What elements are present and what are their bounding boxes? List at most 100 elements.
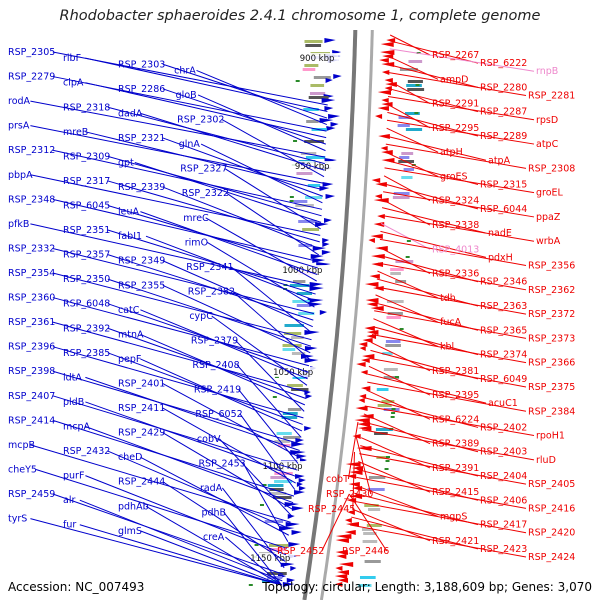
annotation-block: [366, 524, 382, 527]
reverse-gene-arrow: [371, 254, 385, 259]
gene-label-forward: ribF: [63, 53, 81, 64]
gene-label-reverse: RSP_2289: [480, 131, 527, 142]
gene-label-reverse: RSP_2324: [432, 196, 479, 207]
forward-gene-arrow: [322, 182, 334, 187]
gene-label-reverse: RSP_2421: [432, 536, 479, 547]
annotation-block: [387, 312, 403, 315]
annotation-block: [404, 112, 420, 115]
gene-label-forward: RSP_2349: [118, 256, 165, 267]
leader-line-reverse: [379, 246, 431, 275]
leader-line-reverse: [381, 215, 535, 242]
leader-line-forward: [162, 137, 324, 197]
leader-line-reverse: [385, 143, 527, 169]
reverse-gene-arrow: [371, 262, 384, 267]
annotation-block: [310, 84, 325, 87]
gene-label-reverse: RSP_6222: [480, 58, 527, 69]
leader-line-forward: [162, 63, 328, 119]
leader-line-reverse: [347, 421, 359, 480]
reverse-gene-arrow: [381, 62, 395, 67]
leader-line-forward: [211, 315, 308, 386]
forward-gene-arrow: [291, 530, 302, 535]
annotation-block: [386, 300, 404, 303]
gene-label-forward: RSP_2396: [8, 342, 55, 353]
gene-label-reverse: ppaZ: [536, 212, 561, 223]
annotation-block: [403, 168, 415, 171]
annotation-block: [390, 272, 401, 275]
gene-label-forward: pdhAb: [118, 501, 149, 512]
leader-line-reverse: [350, 524, 527, 558]
gene-label-reverse: atpH: [440, 147, 463, 158]
leader-line-forward: [145, 235, 316, 302]
annotation-block: [381, 400, 395, 403]
annotation-block: [267, 484, 284, 487]
gene-label-reverse: groEL: [536, 188, 564, 199]
gc-tick: [415, 84, 420, 86]
leader-line-reverse: [387, 95, 535, 121]
gene-label-forward: RSP_2348: [8, 194, 55, 205]
kbp-label-bg: [244, 553, 295, 563]
gene-label-reverse: RSP_2346: [480, 277, 527, 288]
gene-label-reverse: RSP_2416: [528, 503, 575, 514]
leader-line-forward: [238, 389, 299, 464]
gene-label-reverse: ampD: [440, 74, 468, 85]
reverse-gene-arrow: [358, 398, 365, 403]
leader-line-reverse: [366, 389, 431, 420]
annotation-block: [401, 176, 413, 179]
forward-gene-arrow: [296, 482, 303, 487]
annotation-block: [296, 304, 310, 307]
forward-gene-arrow: [287, 514, 295, 519]
gene-label-reverse: RSP_2420: [528, 528, 575, 539]
gene-label-forward: RSP_2432: [63, 446, 110, 457]
leader-line-forward: [140, 456, 290, 536]
forward-gene-arrow: [286, 578, 296, 583]
leader-line-reverse: [386, 119, 535, 145]
annotation-block: [282, 344, 302, 347]
leader-line-forward: [145, 505, 282, 586]
gene-label-forward: fur: [63, 520, 76, 531]
gene-label-forward: RSP_2279: [8, 72, 55, 83]
annotation-block: [359, 576, 376, 579]
leader-line-forward: [107, 254, 314, 321]
annotation-block: [367, 488, 385, 491]
kbp-label-bg: [283, 161, 334, 171]
leader-line-reverse: [387, 103, 431, 129]
forward-gene-arrow: [321, 250, 331, 255]
gc-tick: [262, 484, 267, 486]
leader-line-reverse: [370, 349, 479, 380]
annotation-block: [390, 268, 404, 271]
gc-tick: [289, 200, 294, 202]
gene-label-reverse: RSP_2373: [528, 333, 575, 344]
leader-line-reverse: [356, 476, 527, 509]
gene-label-forward: alr: [63, 495, 75, 506]
gene-label-forward: catC: [118, 305, 140, 316]
gene-label-reverse: RSP_2280: [480, 82, 527, 93]
gene-label-forward: rodA: [8, 96, 31, 107]
leader-line-forward: [85, 475, 287, 556]
gene-label-reverse: fucA: [440, 317, 462, 328]
leader-line-forward: [224, 168, 321, 230]
forward-gene-arrow: [291, 442, 305, 447]
gene-label-forward: RSP_2312: [8, 145, 55, 156]
gene-label-reverse: RSP_2375: [528, 382, 575, 393]
leader-line-forward: [221, 119, 325, 178]
leader-line-forward: [79, 524, 282, 586]
annotation-block: [291, 336, 304, 339]
forward-gene-arrow: [325, 194, 336, 199]
leader-line-reverse: [371, 342, 431, 372]
gene-label-rna: rnpB: [536, 66, 558, 77]
reverse-gene-arrow: [337, 570, 350, 575]
reverse-gene-arrow: [358, 426, 372, 431]
leader-line-forward: [236, 364, 302, 438]
gene-label-reverse: RSP_6044: [480, 204, 527, 215]
annotation-block: [368, 508, 381, 511]
gene-label-forward: RSP_2360: [8, 293, 55, 304]
forward-gene-arrow: [295, 438, 305, 443]
kbp-marker: 1150 kbp: [244, 553, 295, 564]
gene-label-reverse: RSP_2338: [432, 220, 479, 231]
annotation-block: [284, 324, 304, 327]
gene-label-reverse: RSP_2362: [528, 285, 575, 296]
reverse-gene-arrow: [365, 298, 379, 303]
kbp-label: 1000 kbp: [282, 266, 322, 276]
reverse-gene-arrow: [366, 330, 379, 335]
